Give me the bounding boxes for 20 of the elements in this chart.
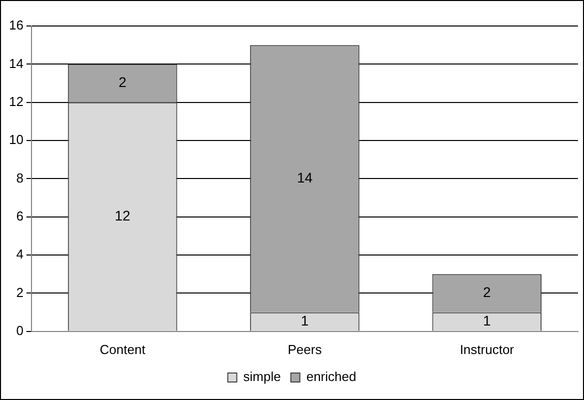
data-label: 12 — [114, 207, 131, 224]
data-label: 14 — [296, 170, 313, 186]
data-label: 2 — [118, 74, 127, 90]
y-tick-label: 16 — [8, 18, 24, 33]
y-tick-label: 6 — [16, 208, 24, 224]
x-tick-label: Instructor — [460, 342, 515, 357]
x-tick-label: Content — [100, 342, 146, 357]
y-tick-label: 4 — [16, 246, 24, 262]
data-label: 2 — [483, 284, 492, 300]
y-tick-label: 0 — [16, 322, 24, 338]
y-tick-label: 14 — [8, 56, 24, 71]
legend-label: simple — [243, 369, 281, 384]
y-tick-label: 8 — [16, 170, 24, 186]
data-label: 1 — [300, 312, 309, 328]
y-tick-label: 2 — [16, 284, 24, 300]
x-tick-label: Peers — [288, 342, 322, 357]
legend-label: enriched — [306, 369, 356, 384]
y-tick-label: 10 — [8, 132, 24, 148]
y-tick-label: 12 — [8, 94, 24, 109]
data-label: 1 — [483, 312, 492, 328]
